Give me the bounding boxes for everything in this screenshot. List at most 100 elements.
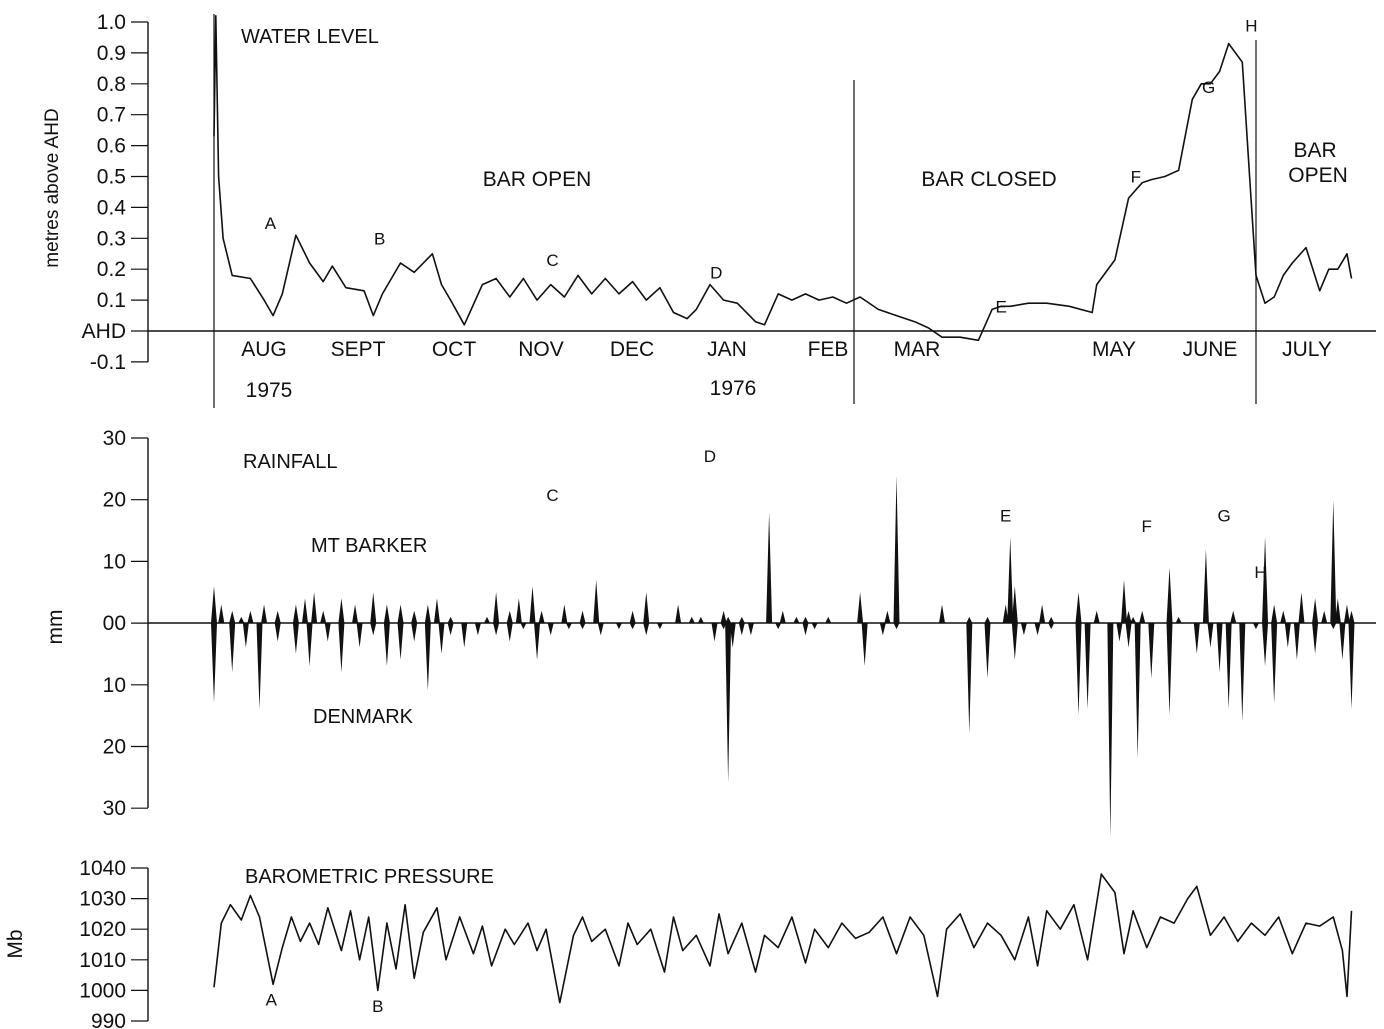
rainfall-bar-denmark xyxy=(1075,623,1082,716)
pressure-y-tick-label: 1040 xyxy=(79,857,126,880)
rainfall-bar-mt-barker xyxy=(643,592,650,623)
rainfall-y-ticks: 30 20 10 00 10 20 30 xyxy=(103,427,148,820)
rainfall-bar-mt-barker xyxy=(529,586,536,623)
water-level-y-tick-label: 0.7 xyxy=(97,104,126,127)
water-level-event-label: D xyxy=(710,263,722,282)
rainfall-bar-mt-barker xyxy=(675,604,682,623)
rainfall-bar-denmark xyxy=(1125,623,1132,648)
rainfall-bar-mt-barker xyxy=(211,586,217,623)
rainfall-bar-denmark xyxy=(324,623,331,642)
rainfall-title: RAINFALL xyxy=(243,451,337,473)
rainfall-bar-mt-barker xyxy=(1139,610,1146,623)
water-level-y-tick-label: 0.6 xyxy=(97,135,126,158)
water-level-event-label: H xyxy=(1245,16,1257,35)
rainfall-event-label: E xyxy=(1000,507,1011,526)
month-label: NOV xyxy=(518,338,564,361)
rainfall-bars xyxy=(211,475,1355,839)
rainfall-bar-denmark xyxy=(1330,623,1337,630)
rainfall-bar-mt-barker xyxy=(352,604,359,623)
rainfall-bar-denmark xyxy=(424,623,431,691)
rainfall-bar-mt-barker xyxy=(939,604,945,623)
rainfall-bar-mt-barker xyxy=(247,610,254,623)
rainfall-bar-mt-barker xyxy=(515,598,522,623)
rainfall-bar-mt-barker xyxy=(1343,604,1350,623)
rainfall-bar-denmark xyxy=(893,623,900,630)
rainfall-bar-denmark xyxy=(615,623,622,630)
rainfall-bar-mt-barker xyxy=(1262,536,1269,623)
rainfall-bar-mt-barker xyxy=(884,610,891,623)
rainfall-bar-denmark xyxy=(493,623,500,636)
rainfall-bar-denmark xyxy=(1020,623,1027,636)
rainfall-bar-denmark xyxy=(274,623,281,642)
rainfall-bar-mt-barker xyxy=(802,616,809,623)
water-level-y-axis-label: metres above AHD xyxy=(42,108,63,267)
rainfall-bar-denmark xyxy=(438,623,445,654)
rainfall-bar-denmark xyxy=(1262,623,1269,667)
water-level-y-tick-label: 0.9 xyxy=(97,42,126,65)
rainfall-bar-mt-barker xyxy=(1075,592,1082,623)
rainfall-bar-mt-barker xyxy=(1130,616,1137,623)
rainfall-bar-mt-barker xyxy=(1011,586,1018,623)
water-level-y-tick-label: 0.2 xyxy=(97,258,126,281)
rainfall-bar-denmark xyxy=(565,623,572,630)
rainfall-bar-mt-barker xyxy=(506,610,513,623)
rainfall-bar-denmark xyxy=(1348,623,1355,710)
pressure-y-tick-label: 1010 xyxy=(79,949,126,972)
rainfall-bar-mt-barker xyxy=(593,579,600,623)
phase-label-bar-open-2-word-1: BAR xyxy=(1293,139,1336,162)
rainfall-bar-mt-barker xyxy=(1048,616,1055,623)
rainfall-bar-mt-barker xyxy=(261,604,268,623)
month-label: JAN xyxy=(707,338,747,361)
rainfall-y-tick-label: 20 xyxy=(103,489,126,512)
rainfall-bar-denmark xyxy=(1239,623,1246,722)
rainfall-bar-denmark xyxy=(411,623,418,642)
rainfall-bar-denmark xyxy=(579,623,586,630)
pressure-y-tick-label: 1030 xyxy=(79,888,126,911)
rainfall-bar-denmark xyxy=(370,623,377,636)
rainfall-bar-denmark xyxy=(643,623,650,636)
rainfall-bar-mt-barker xyxy=(238,616,245,623)
rainfall-event-label: H xyxy=(1254,563,1266,582)
rainfall-bar-mt-barker xyxy=(229,610,236,623)
pressure-event-label: A xyxy=(266,991,278,1010)
pressure-event-label: B xyxy=(372,997,383,1016)
rainfall-bar-denmark xyxy=(447,623,454,636)
rainfall-bar-mt-barker xyxy=(484,616,490,623)
rainfall-bar-mt-barker xyxy=(1334,598,1341,623)
rainfall-bar-denmark xyxy=(356,623,363,648)
rainfall-bar-mt-barker xyxy=(1175,616,1182,623)
rainfall-event-labels: C D E F G H xyxy=(546,447,1266,582)
rainfall-bar-denmark xyxy=(1011,623,1018,660)
rainfall-bar-mt-barker xyxy=(984,616,991,623)
rainfall-bar-mt-barker xyxy=(1330,500,1337,623)
rainfall-bar-denmark xyxy=(338,623,345,673)
rainfall-bar-mt-barker xyxy=(433,598,440,623)
pressure-panel: 1040 1030 1020 1010 1000 990 Mb BAROMETRIC PR… xyxy=(4,857,1353,1029)
phase-label-bar-open: BAR OPEN xyxy=(483,168,592,191)
month-labels: AUG SEPT OCT NOV DEC JAN FEB MAR MAY JUNE JULY xyxy=(241,338,1332,361)
rainfall-bar-denmark xyxy=(811,623,818,630)
series-label-denmark: DENMARK xyxy=(313,706,414,728)
pressure-y-tick-label: 1020 xyxy=(79,918,126,941)
month-label: MAY xyxy=(1092,338,1136,361)
rainfall-bar-denmark xyxy=(242,623,249,648)
rainfall-bar-mt-barker xyxy=(561,604,568,623)
rainfall-bar-mt-barker xyxy=(274,610,281,623)
month-label: OCT xyxy=(432,338,477,361)
month-label: FEB xyxy=(808,338,849,361)
rainfall-bar-denmark xyxy=(1193,623,1200,654)
rainfall-bar-mt-barker xyxy=(1280,610,1287,623)
water-level-event-label: A xyxy=(265,214,277,233)
pressure-y-ticks: 1040 1030 1020 1010 1000 990 xyxy=(79,857,148,1029)
rainfall-bar-mt-barker xyxy=(447,616,454,623)
rainfall-bar-mt-barker xyxy=(1321,610,1328,623)
rainfall-bar-mt-barker xyxy=(966,616,973,623)
rainfall-bar-denmark xyxy=(729,623,736,648)
rainfall-bar-denmark xyxy=(656,623,663,630)
phase-label-bar-closed: BAR CLOSED xyxy=(921,168,1056,191)
rainfall-bar-denmark xyxy=(1339,623,1346,660)
rainfall-bar-mt-barker xyxy=(218,604,225,623)
rainfall-bar-mt-barker xyxy=(779,610,786,623)
month-label: MAR xyxy=(894,338,941,361)
